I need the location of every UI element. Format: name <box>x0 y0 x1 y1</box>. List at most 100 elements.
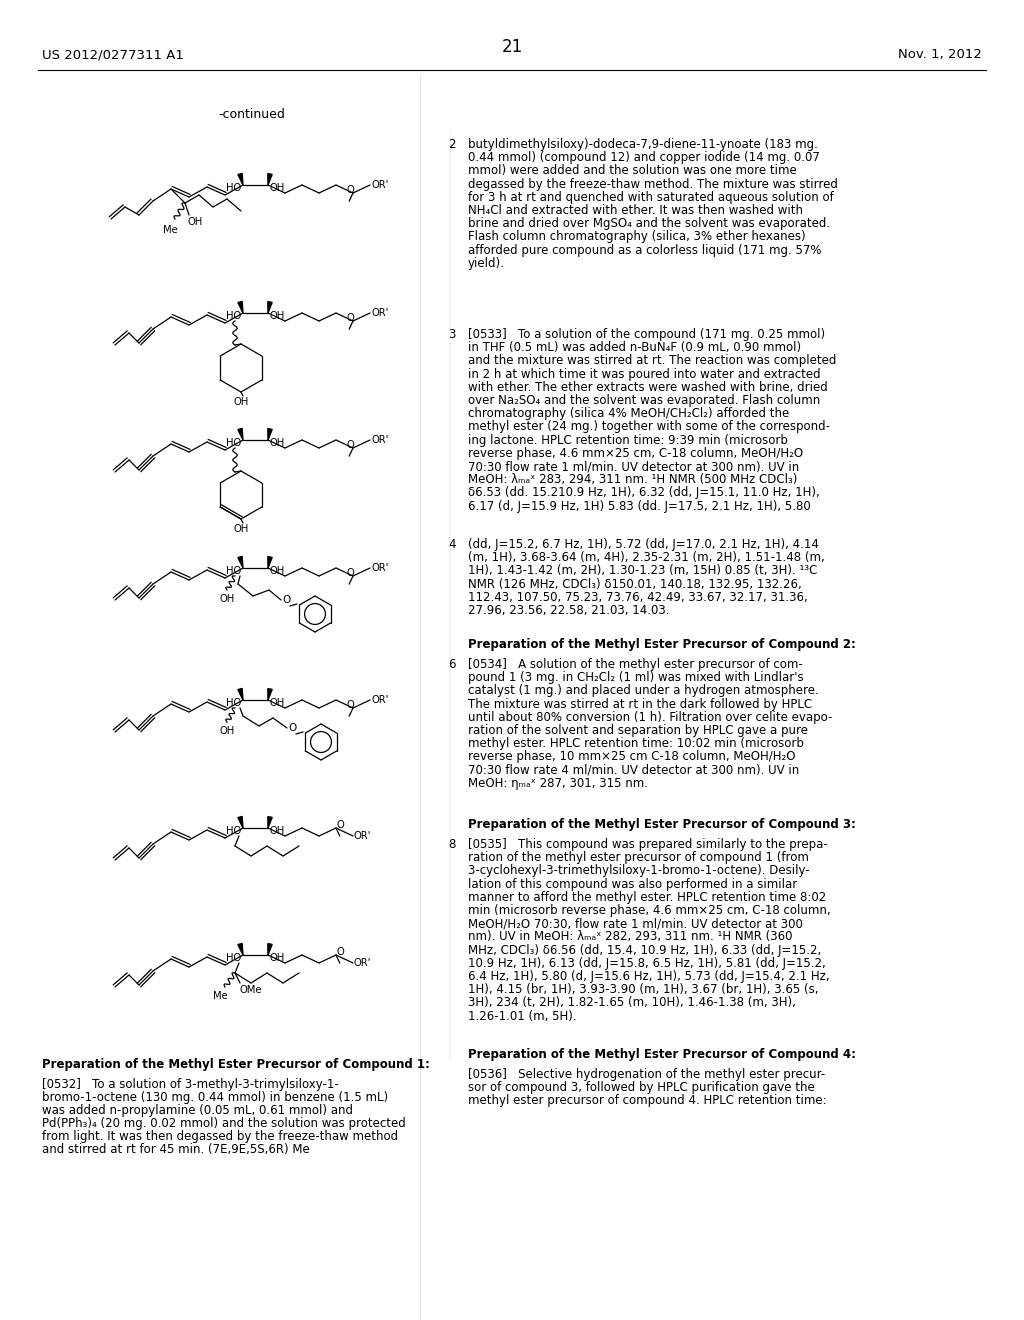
Text: O: O <box>337 948 345 957</box>
Text: and the mixture was stirred at rt. The reaction was completed: and the mixture was stirred at rt. The r… <box>468 354 837 367</box>
Polygon shape <box>268 944 272 954</box>
Text: O: O <box>346 313 354 323</box>
Text: ration of the methyl ester precursor of compound 1 (from: ration of the methyl ester precursor of … <box>468 851 809 865</box>
Text: in THF (0.5 mL) was added n-BuN₄F (0.9 mL, 0.90 mmol): in THF (0.5 mL) was added n-BuN₄F (0.9 m… <box>468 341 801 354</box>
Text: HO: HO <box>226 438 242 447</box>
Polygon shape <box>268 301 272 313</box>
Text: OR': OR' <box>354 958 372 968</box>
Text: Nov. 1, 2012: Nov. 1, 2012 <box>898 48 982 61</box>
Polygon shape <box>238 173 243 185</box>
Polygon shape <box>238 301 243 313</box>
Text: 3-cyclohexyl-3-trimethylsiloxy-1-bromo-1-octene). Desily-: 3-cyclohexyl-3-trimethylsiloxy-1-bromo-1… <box>468 865 810 878</box>
Polygon shape <box>238 429 243 440</box>
Text: OR': OR' <box>371 696 388 705</box>
Polygon shape <box>268 429 272 440</box>
Text: degassed by the freeze-thaw method. The mixture was stirred: degassed by the freeze-thaw method. The … <box>468 178 838 190</box>
Polygon shape <box>238 557 243 568</box>
Text: bromo-1-octene (130 mg. 0.44 mmol) in benzene (1.5 mL): bromo-1-octene (130 mg. 0.44 mmol) in be… <box>42 1092 388 1104</box>
Text: O: O <box>346 440 354 450</box>
Text: methyl ester precursor of compound 4. HPLC retention time:: methyl ester precursor of compound 4. HP… <box>468 1094 826 1107</box>
Text: OR': OR' <box>371 436 388 445</box>
Text: Pd(PPh₃)₄ (20 mg. 0.02 mmol) and the solution was protected: Pd(PPh₃)₄ (20 mg. 0.02 mmol) and the sol… <box>42 1117 406 1130</box>
Text: 21: 21 <box>502 38 522 55</box>
Text: -continued: -continued <box>218 108 285 121</box>
Text: 2: 2 <box>449 139 456 150</box>
Text: 70:30 flow rate 4 ml/min. UV detector at 300 nm). UV in: 70:30 flow rate 4 ml/min. UV detector at… <box>468 763 800 776</box>
Text: 1H), 4.15 (br, 1H), 3.93-3.90 (m, 1H), 3.67 (br, 1H), 3.65 (s,: 1H), 4.15 (br, 1H), 3.93-3.90 (m, 1H), 3… <box>468 983 818 997</box>
Text: OH: OH <box>219 726 234 737</box>
Text: [0534]   A solution of the methyl ester precursor of com-: [0534] A solution of the methyl ester pr… <box>468 657 803 671</box>
Text: OR': OR' <box>371 564 388 573</box>
Text: catalyst (1 mg.) and placed under a hydrogen atmosphere.: catalyst (1 mg.) and placed under a hydr… <box>468 684 819 697</box>
Text: [0535]   This compound was prepared similarly to the prepa-: [0535] This compound was prepared simila… <box>468 838 827 851</box>
Polygon shape <box>238 817 243 828</box>
Polygon shape <box>238 944 243 954</box>
Polygon shape <box>238 689 243 700</box>
Text: Preparation of the Methyl Ester Precursor of Compound 2:: Preparation of the Methyl Ester Precurso… <box>468 638 856 651</box>
Text: in 2 h at which time it was poured into water and extracted: in 2 h at which time it was poured into … <box>468 367 820 380</box>
Text: 3H), 234 (t, 2H), 1.82-1.65 (m, 10H), 1.46-1.38 (m, 3H),: 3H), 234 (t, 2H), 1.82-1.65 (m, 10H), 1.… <box>468 997 796 1010</box>
Text: ing lactone. HPLC retention time: 9:39 min (microsorb: ing lactone. HPLC retention time: 9:39 m… <box>468 433 787 446</box>
Text: OH: OH <box>270 826 286 836</box>
Text: NH₄Cl and extracted with ether. It was then washed with: NH₄Cl and extracted with ether. It was t… <box>468 205 803 216</box>
Text: mmol) were added and the solution was one more time: mmol) were added and the solution was on… <box>468 165 797 177</box>
Text: Preparation of the Methyl Ester Precursor of Compound 1:: Preparation of the Methyl Ester Precurso… <box>42 1059 430 1071</box>
Text: lation of this compound was also performed in a similar: lation of this compound was also perform… <box>468 878 798 891</box>
Text: 6.17 (d, J=15.9 Hz, 1H) 5.83 (dd. J=17.5, 2.1 Hz, 1H), 5.80: 6.17 (d, J=15.9 Hz, 1H) 5.83 (dd. J=17.5… <box>468 499 811 512</box>
Polygon shape <box>268 817 272 828</box>
Polygon shape <box>268 174 272 185</box>
Text: HO: HO <box>226 566 242 576</box>
Text: Preparation of the Methyl Ester Precursor of Compound 4:: Preparation of the Methyl Ester Precurso… <box>468 1048 856 1061</box>
Text: HO: HO <box>226 953 242 964</box>
Text: HO: HO <box>226 698 242 708</box>
Text: afforded pure compound as a colorless liquid (171 mg. 57%: afforded pure compound as a colorless li… <box>468 244 821 256</box>
Text: Preparation of the Methyl Ester Precursor of Compound 3:: Preparation of the Methyl Ester Precurso… <box>468 818 856 832</box>
Text: from light. It was then degassed by the freeze-thaw method: from light. It was then degassed by the … <box>42 1130 398 1143</box>
Text: for 3 h at rt and quenched with saturated aqueous solution of: for 3 h at rt and quenched with saturate… <box>468 191 834 203</box>
Text: OH: OH <box>270 183 286 193</box>
Text: [0533]   To a solution of the compound (171 mg. 0.25 mmol): [0533] To a solution of the compound (17… <box>468 327 825 341</box>
Text: OR': OR' <box>371 180 388 190</box>
Text: HO: HO <box>226 312 242 321</box>
Text: manner to afford the methyl ester. HPLC retention time 8:02: manner to afford the methyl ester. HPLC … <box>468 891 826 904</box>
Text: δ6.53 (dd. 15.210.9 Hz, 1H), 6.32 (dd, J=15.1, 11.0 Hz, 1H),: δ6.53 (dd. 15.210.9 Hz, 1H), 6.32 (dd, J… <box>468 486 820 499</box>
Text: HO: HO <box>226 826 242 836</box>
Text: over Na₂SO₄ and the solvent was evaporated. Flash column: over Na₂SO₄ and the solvent was evaporat… <box>468 393 820 407</box>
Text: methyl ester. HPLC retention time: 10:02 min (microsorb: methyl ester. HPLC retention time: 10:02… <box>468 737 804 750</box>
Text: 4: 4 <box>449 539 456 550</box>
Text: was added n-propylamine (0.05 mL, 0.61 mmol) and: was added n-propylamine (0.05 mL, 0.61 m… <box>42 1104 353 1117</box>
Text: MHz, CDCl₃) δ6.56 (dd, 15.4, 10.9 Hz, 1H), 6.33 (dd, J=15.2,: MHz, CDCl₃) δ6.56 (dd, 15.4, 10.9 Hz, 1H… <box>468 944 821 957</box>
Text: OH: OH <box>233 524 248 535</box>
Text: 3: 3 <box>449 327 456 341</box>
Text: OH: OH <box>270 698 286 708</box>
Text: 6.4 Hz, 1H), 5.80 (d, J=15.6 Hz, 1H), 5.73 (dd, J=15.4, 2.1 Hz,: 6.4 Hz, 1H), 5.80 (d, J=15.6 Hz, 1H), 5.… <box>468 970 829 983</box>
Text: O: O <box>346 185 354 195</box>
Text: OH: OH <box>233 397 248 407</box>
Text: [0536]   Selective hydrogenation of the methyl ester precur-: [0536] Selective hydrogenation of the me… <box>468 1068 825 1081</box>
Text: OH: OH <box>219 594 234 605</box>
Text: O: O <box>337 820 345 830</box>
Text: MeOH: ηₘₐˣ 287, 301, 315 nm.: MeOH: ηₘₐˣ 287, 301, 315 nm. <box>468 776 648 789</box>
Text: methyl ester (24 mg.) together with some of the correspond-: methyl ester (24 mg.) together with some… <box>468 420 830 433</box>
Text: US 2012/0277311 A1: US 2012/0277311 A1 <box>42 48 184 61</box>
Polygon shape <box>268 689 272 700</box>
Text: O: O <box>282 595 290 605</box>
Polygon shape <box>268 557 272 568</box>
Text: nm). UV in MeOH: λₘₐˣ 282, 293, 311 nm. ¹H NMR (360: nm). UV in MeOH: λₘₐˣ 282, 293, 311 nm. … <box>468 931 793 944</box>
Text: ration of the solvent and separation by HPLC gave a pure: ration of the solvent and separation by … <box>468 723 808 737</box>
Text: NMR (126 MHz, CDCl₃) δ150.01, 140.18, 132.95, 132.26,: NMR (126 MHz, CDCl₃) δ150.01, 140.18, 13… <box>468 578 802 590</box>
Text: reverse phase, 4.6 mm×25 cm, C-18 column, MeOH/H₂O: reverse phase, 4.6 mm×25 cm, C-18 column… <box>468 446 803 459</box>
Text: sor of compound 3, followed by HPLC purification gave the: sor of compound 3, followed by HPLC puri… <box>468 1081 815 1094</box>
Text: 0.44 mmol) (compound 12) and copper iodide (14 mg. 0.07: 0.44 mmol) (compound 12) and copper iodi… <box>468 152 820 164</box>
Text: OH: OH <box>270 312 286 321</box>
Text: OH: OH <box>187 216 203 227</box>
Text: 1H), 1.43-1.42 (m, 2H), 1.30-1.23 (m, 15H) 0.85 (t, 3H). ¹³C: 1H), 1.43-1.42 (m, 2H), 1.30-1.23 (m, 15… <box>468 565 817 577</box>
Text: min (microsorb reverse phase, 4.6 mm×25 cm, C-18 column,: min (microsorb reverse phase, 4.6 mm×25 … <box>468 904 830 917</box>
Text: OMe: OMe <box>239 985 261 995</box>
Text: MeOH/H₂O 70:30, flow rate 1 ml/min. UV detector at 300: MeOH/H₂O 70:30, flow rate 1 ml/min. UV d… <box>468 917 803 931</box>
Text: 8: 8 <box>449 838 456 851</box>
Text: 70:30 flow rate 1 ml/min. UV detector at 300 nm). UV in: 70:30 flow rate 1 ml/min. UV detector at… <box>468 459 800 473</box>
Text: (dd, J=15.2, 6.7 Hz, 1H), 5.72 (dd, J=17.0, 2.1 Hz, 1H), 4.14: (dd, J=15.2, 6.7 Hz, 1H), 5.72 (dd, J=17… <box>468 539 819 550</box>
Text: O: O <box>346 700 354 710</box>
Text: MeOH: λₘₐˣ 283, 294, 311 nm. ¹H NMR (500 MHz CDCl₃): MeOH: λₘₐˣ 283, 294, 311 nm. ¹H NMR (500… <box>468 473 798 486</box>
